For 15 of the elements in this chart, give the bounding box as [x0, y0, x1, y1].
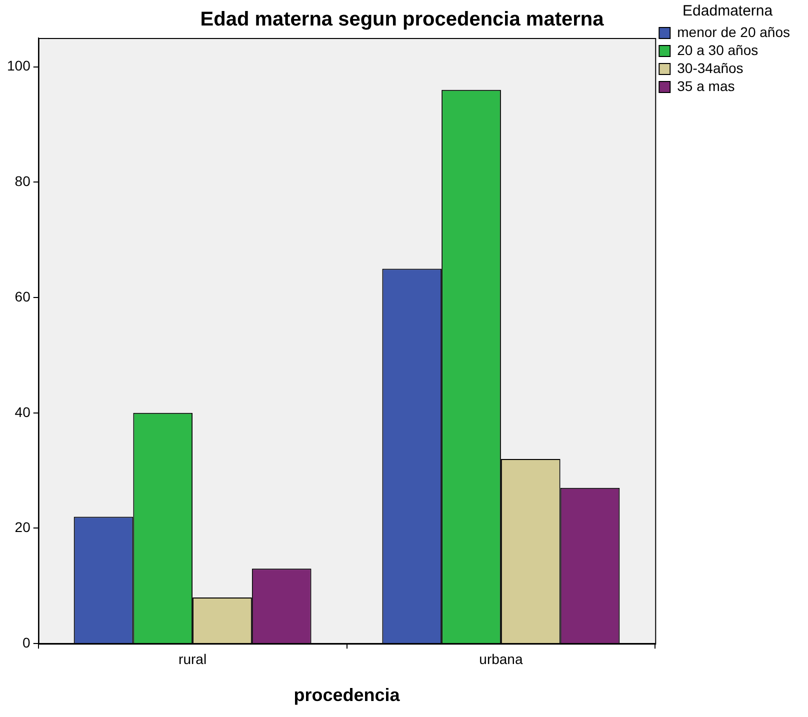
legend-label: 20 a 30 años	[677, 42, 758, 58]
legend-title: Edadmaterna	[682, 2, 774, 20]
chart-title: Edad materna segun procedencia materna	[200, 8, 605, 31]
y-tick-label: 0	[22, 634, 31, 650]
y-tick-label: 40	[14, 404, 31, 420]
x-tick-label: rural	[178, 650, 207, 667]
y-tick-label: 20	[14, 519, 31, 536]
legend-label: 35 a mas	[677, 78, 735, 94]
x-tick-label: urbana	[479, 650, 523, 667]
x-axis-title: procedencia	[294, 685, 401, 706]
y-tick-label: 80	[14, 173, 31, 190]
legend-label: 30-34años	[677, 60, 744, 76]
y-tick-label: 60	[14, 288, 31, 304]
legend-label: menor de 20 años	[677, 24, 790, 40]
y-tick-label: 100	[7, 58, 31, 74]
